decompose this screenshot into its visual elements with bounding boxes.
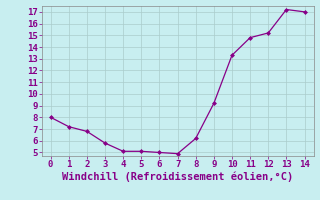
X-axis label: Windchill (Refroidissement éolien,°C): Windchill (Refroidissement éolien,°C) [62,172,293,182]
